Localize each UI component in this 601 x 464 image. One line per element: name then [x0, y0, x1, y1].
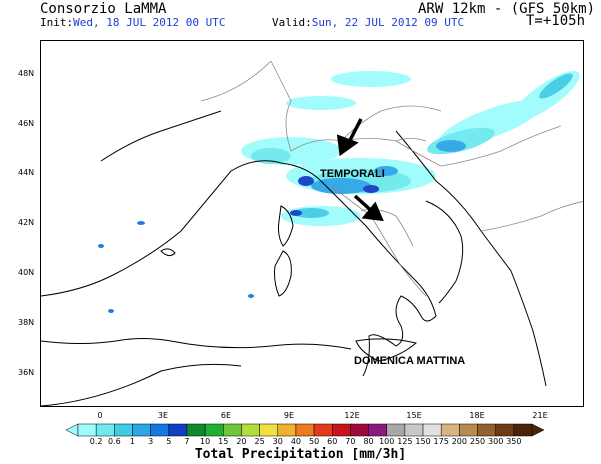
colorbar-swatch [513, 423, 533, 437]
map-canvas [41, 60, 583, 406]
lat-tick-44n: 44N [18, 168, 35, 177]
colorbar-swatch [495, 423, 515, 437]
lat-tick-46n: 46N [18, 119, 35, 128]
lat-tick-40n: 40N [18, 268, 35, 277]
colorbar-swatch [277, 423, 297, 437]
colorbar-label: 3 [148, 437, 154, 446]
source-title: Consorzio LaMMA [40, 1, 167, 17]
valid-line: Valid:Sun, 22 JUL 2012 09 UTC [272, 16, 464, 29]
lon-tick-21e: 21E [532, 411, 548, 420]
colorbar-swatch [422, 423, 442, 437]
colorbar-swatch [77, 423, 97, 437]
colorbar-label: 250 [469, 437, 486, 446]
lat-tick-42n: 42N [18, 218, 35, 227]
colorbar-right-triangle [531, 423, 545, 437]
colorbar-label: 20 [236, 437, 247, 446]
arrow-north-head [336, 134, 359, 157]
colorbar-label: 10 [200, 437, 211, 446]
colorbar-swatch [95, 423, 115, 437]
colorbar-title: Total Precipitation [mm/3h] [194, 447, 407, 462]
colorbar-label: 1 [129, 437, 136, 446]
valid-label: Valid: [272, 16, 312, 29]
colorbar-swatch [350, 423, 369, 437]
lon-tick-18e: 18E [469, 411, 485, 420]
colorbar-label: 70 [345, 437, 356, 446]
colorbar-label: 7 [184, 437, 190, 446]
colorbar-swatch [132, 423, 151, 437]
lon-tick-0: 0 [97, 411, 103, 420]
colorbar-swatch [259, 423, 279, 437]
colorbar-swatch [223, 423, 242, 437]
colorbar-label: 200 [451, 437, 467, 446]
colorbar-swatch [331, 423, 351, 437]
colorbar-label: 15 [218, 437, 229, 446]
model-title: ARW 12km - (GFS 50km) [418, 1, 596, 17]
colorbar-label: 150 [415, 437, 431, 446]
colorbar-swatch [440, 423, 460, 437]
lat-tick-36n: 36N [18, 368, 35, 377]
colorbar-left-triangle [65, 423, 79, 437]
colorbar-swatch [368, 423, 387, 437]
colorbar-swatch [204, 423, 224, 437]
init-line: Init:Wed, 18 JUL 2012 00 UTC [40, 16, 225, 29]
colorbar-label: 175 [433, 437, 449, 446]
colorbar-label: 40 [290, 437, 301, 446]
period-label: DOMENICA MATTINA [354, 355, 466, 367]
lead-time: T=+105h [526, 13, 586, 29]
colorbar-label: 125 [397, 437, 413, 446]
colorbar-swatch [114, 423, 133, 437]
lon-tick-9e: 9E [283, 411, 295, 420]
init-label: Init: [40, 16, 74, 29]
colorbar-swatch [477, 423, 496, 437]
colorbar-swatch [168, 423, 188, 437]
lon-tick-6e: 6E [220, 411, 232, 420]
colorbar [65, 423, 545, 437]
precipitation-areas [98, 71, 580, 313]
colorbar-swatch [459, 423, 478, 437]
colorbar-label: 0.2 [89, 437, 103, 446]
colorbar-swatch [386, 423, 406, 437]
borders [200, 60, 583, 297]
colorbar-label: 60 [327, 437, 338, 446]
storms-label: TEMPORALI [320, 168, 385, 180]
lon-tick-12e: 12E [344, 411, 360, 420]
storm-arrows [336, 118, 384, 222]
colorbar-label: 0.6 [107, 437, 121, 446]
lon-tick-3e: 3E [157, 411, 169, 420]
colorbar-label: 350 [506, 437, 522, 446]
colorbar-label: 100 [379, 437, 395, 446]
colorbar-swatch [295, 423, 315, 437]
colorbar-label: 30 [272, 437, 283, 446]
colorbar-label: 50 [308, 437, 320, 446]
lon-tick-15e: 15E [406, 411, 422, 420]
colorbar-swatch [404, 423, 424, 437]
colorbar-swatch [186, 423, 206, 437]
precipitation-map: TEMPORALI DOMENICA MATTINA [40, 40, 584, 407]
init-value: Wed, 18 JUL 2012 00 UTC [73, 16, 226, 29]
lat-tick-48n: 48N [18, 69, 35, 78]
coastlines [41, 110, 547, 406]
colorbar-label: 5 [166, 437, 172, 446]
colorbar-swatch [313, 423, 333, 437]
colorbar-label: 300 [488, 437, 504, 446]
valid-value: Sun, 22 JUL 2012 09 UTC [311, 16, 465, 29]
colorbar-label: 25 [254, 437, 265, 446]
lat-tick-38n: 38N [18, 318, 35, 327]
colorbar-swatch [150, 423, 170, 437]
colorbar-swatch [241, 423, 260, 437]
arrow-south-head [361, 201, 384, 222]
colorbar-label: 80 [363, 437, 374, 446]
